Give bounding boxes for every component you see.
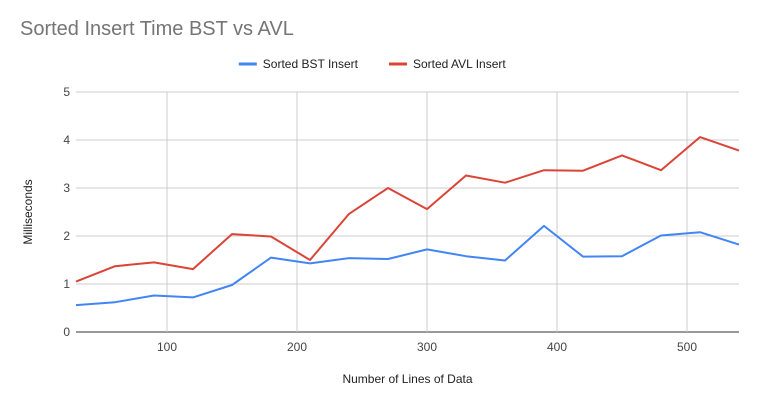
grid — [76, 91, 739, 333]
series-line — [75, 136, 740, 283]
x-tick-label: 300 — [417, 340, 437, 354]
x-tick-label: 200 — [287, 340, 307, 354]
x-tick-label: 400 — [547, 340, 567, 354]
legend-label: Sorted BST Insert — [263, 57, 359, 71]
y-tick-label: 4 — [63, 133, 70, 147]
y-tick-label: 1 — [63, 277, 70, 291]
x-tick-label: 500 — [677, 340, 697, 354]
legend-label: Sorted AVL Insert — [413, 57, 506, 71]
legend: Sorted BST Insert Sorted AVL Insert — [238, 57, 506, 71]
series-layer — [75, 136, 740, 307]
x-tick-label: 100 — [157, 340, 177, 354]
chart-title: Sorted Insert Time BST vs AVL — [20, 18, 294, 40]
series-line — [75, 224, 740, 307]
axis-labels: 0 1 2 3 4 5 100 200 300 400 500 Number of Lines of … — [21, 85, 697, 386]
y-tick-label: 2 — [63, 229, 70, 243]
y-tick-label: 5 — [63, 85, 70, 99]
x-axis-title: Number of Lines of Data — [342, 372, 472, 386]
y-tick-label: 3 — [63, 181, 70, 195]
y-tick-label: 0 — [63, 325, 70, 339]
y-axis-title: Milliseconds — [21, 179, 35, 244]
